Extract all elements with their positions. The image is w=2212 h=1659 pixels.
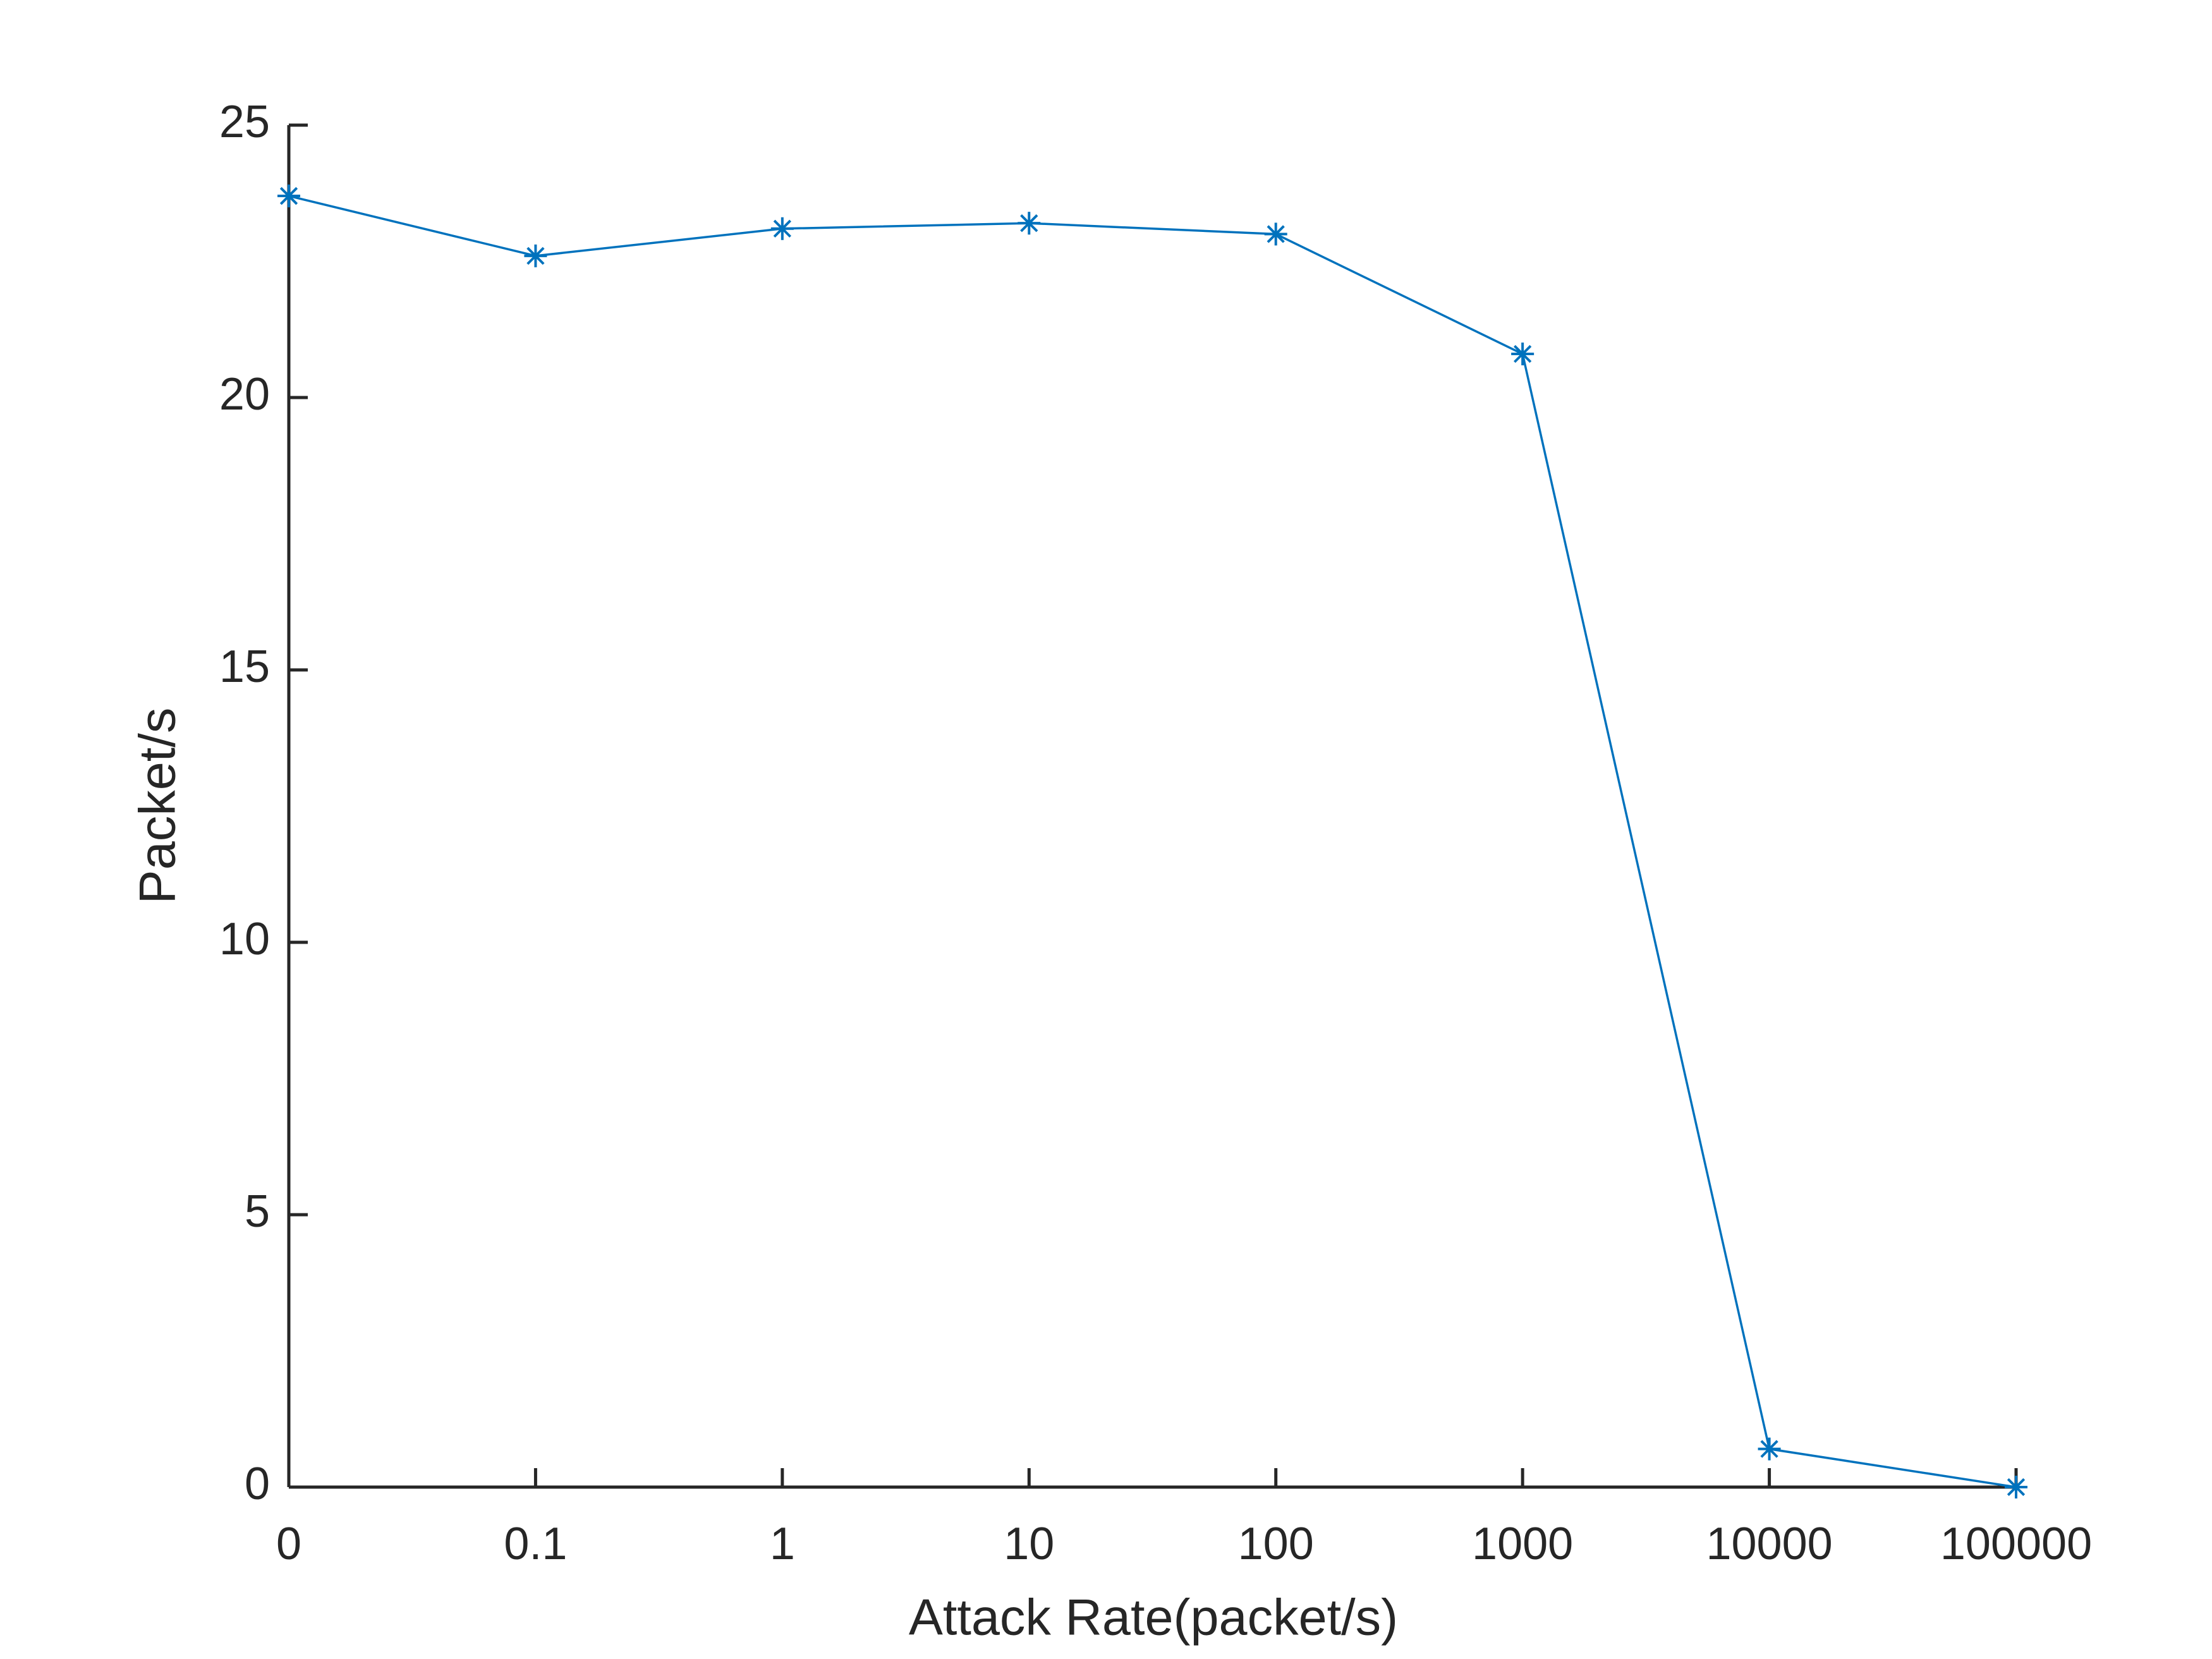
marker-stroke xyxy=(773,219,791,238)
y-axis-label: Packet/s xyxy=(129,708,186,904)
x-tick-label: 100000 xyxy=(1940,1519,2092,1569)
x-tick-label: 10 xyxy=(1004,1519,1054,1569)
y-tick-label: 0 xyxy=(245,1459,270,1509)
marker-stroke xyxy=(1020,214,1038,233)
marker xyxy=(1511,343,1534,366)
marker xyxy=(1758,1437,1781,1461)
y-tick-label: 15 xyxy=(219,641,270,692)
marker-stroke xyxy=(1514,344,1532,363)
marker-stroke xyxy=(526,246,545,265)
x-tick-label: 10000 xyxy=(1706,1519,1832,1569)
marker xyxy=(277,185,300,208)
marker xyxy=(1264,222,1287,246)
marker-stroke xyxy=(1267,225,1285,243)
y-tick-label: 25 xyxy=(219,97,270,147)
x-tick-label: 0 xyxy=(276,1519,301,1569)
line xyxy=(288,195,2017,1488)
x-tick-label: 0.1 xyxy=(504,1519,567,1569)
x-tick-label: 1000 xyxy=(1472,1519,1573,1569)
marker-stroke xyxy=(1760,1440,1778,1458)
marker xyxy=(524,244,547,267)
y-tick-label: 5 xyxy=(245,1186,270,1237)
marker-stroke xyxy=(2007,1478,2026,1497)
y-tick-label: 10 xyxy=(219,914,270,964)
x-tick-label: 1 xyxy=(770,1519,795,1569)
x-axis-label: Attack Rate(packet/s) xyxy=(909,1589,1398,1646)
marker-stroke xyxy=(279,186,298,205)
marker xyxy=(770,217,794,240)
marker xyxy=(2005,1476,2027,1498)
marker xyxy=(1018,212,1041,235)
y-tick-label: 20 xyxy=(219,369,270,420)
x-tick-label: 100 xyxy=(1238,1519,1314,1569)
